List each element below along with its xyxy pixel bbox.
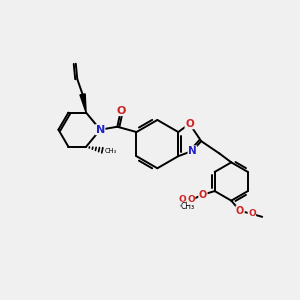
Text: O: O xyxy=(187,195,195,204)
Text: N: N xyxy=(188,146,197,156)
Text: O: O xyxy=(116,106,125,116)
Text: O: O xyxy=(185,119,194,129)
Text: CH₃: CH₃ xyxy=(181,202,195,211)
Polygon shape xyxy=(80,94,86,112)
Text: N: N xyxy=(96,125,105,135)
Text: O: O xyxy=(199,190,207,200)
Text: O: O xyxy=(236,206,244,216)
Text: CH₃: CH₃ xyxy=(105,148,117,154)
Text: O: O xyxy=(178,195,186,204)
Text: O: O xyxy=(248,209,256,218)
